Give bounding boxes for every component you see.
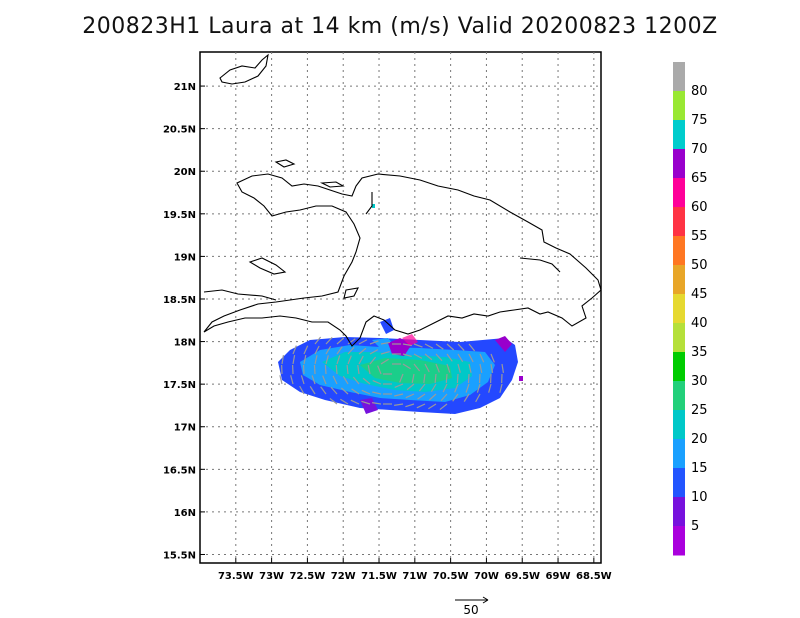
y-axis-ticks: 21N 20.5N 20N 19.5N 19N 18.5N 18N 17.5N 17N 16.5N… [163, 82, 205, 561]
colorbar-label: 10 [691, 490, 708, 505]
colorbar-swatch [673, 468, 685, 498]
colorbar-swatch [673, 207, 685, 237]
colorbar-label: 70 [691, 142, 708, 157]
x-tick-label: 71W [402, 571, 427, 582]
colorbar-swatch [673, 439, 685, 469]
colorbar-swatch [673, 381, 685, 411]
y-tick-label: 21N [174, 82, 196, 93]
reference-vector: 50 [455, 596, 489, 617]
colorbar-swatch [673, 91, 685, 121]
y-tick-label: 16N [174, 508, 196, 519]
colorbar: 80 75 70 65 60 55 50 45 40 35 30 25 20 15 10 5 [673, 62, 708, 556]
colorbar-label: 55 [691, 229, 708, 244]
y-tick-label: 18.5N [163, 295, 196, 306]
colorbar-label: 65 [691, 171, 708, 186]
colorbar-swatch [673, 265, 685, 295]
x-tick-label: 71.5W [361, 571, 397, 582]
x-axis-ticks: 73.5W 73W 72.5W 72W 71.5W 71W 70.5W 70W 69.5W 69W… [218, 558, 612, 582]
colorbar-swatch [673, 236, 685, 266]
colorbar-swatch [673, 294, 685, 324]
reference-vector-label: 50 [463, 603, 478, 617]
colorbar-swatch [673, 410, 685, 440]
x-tick-label: 72.5W [290, 571, 326, 582]
colorbar-label: 50 [691, 258, 708, 273]
y-tick-label: 17.5N [163, 380, 196, 391]
wind-vectors [279, 336, 505, 411]
colorbar-label: 15 [691, 461, 708, 476]
map-frame [199, 51, 602, 564]
y-tick-label: 20N [174, 167, 196, 178]
colorbar-swatch [673, 497, 685, 527]
colorbar-label: 25 [691, 403, 708, 418]
colorbar-label: 45 [691, 287, 708, 302]
x-tick-label: 69W [546, 571, 571, 582]
colorbar-label: 75 [691, 113, 708, 128]
colorbar-label: 80 [691, 84, 708, 99]
x-tick-label: 70W [474, 571, 499, 582]
colorbar-label: 35 [691, 345, 708, 360]
x-tick-label: 69.5W [504, 571, 540, 582]
y-tick-label: 19.5N [163, 210, 196, 221]
colorbar-swatch [673, 352, 685, 382]
colorbar-swatch [673, 323, 685, 353]
x-tick-label: 73W [259, 571, 284, 582]
x-tick-label: 73.5W [218, 571, 254, 582]
y-tick-label: 17N [174, 423, 196, 434]
y-tick-label: 19N [174, 252, 196, 263]
colorbar-swatch [673, 149, 685, 179]
colorbar-label: 5 [691, 519, 699, 534]
colorbar-label: 20 [691, 432, 708, 447]
coastlines [203, 53, 601, 347]
x-tick-label: 72W [331, 571, 356, 582]
colorbar-label: 60 [691, 200, 708, 215]
x-tick-label: 68.5W [576, 571, 612, 582]
graticule [200, 52, 601, 563]
colorbar-swatch [673, 120, 685, 150]
colorbar-label: 30 [691, 374, 708, 389]
colorbar-swatch [673, 178, 685, 208]
colorbar-label: 40 [691, 316, 708, 331]
y-tick-label: 16.5N [163, 465, 196, 476]
colorbar-swatch [673, 62, 685, 92]
y-tick-label: 18N [174, 338, 196, 349]
x-tick-label: 70.5W [433, 571, 469, 582]
y-tick-label: 15.5N [163, 550, 196, 561]
map-title: 200823H1 Laura at 14 km (m/s) Valid 2020… [82, 14, 718, 39]
colorbar-swatch [673, 526, 685, 556]
y-tick-label: 20.5N [163, 125, 196, 136]
